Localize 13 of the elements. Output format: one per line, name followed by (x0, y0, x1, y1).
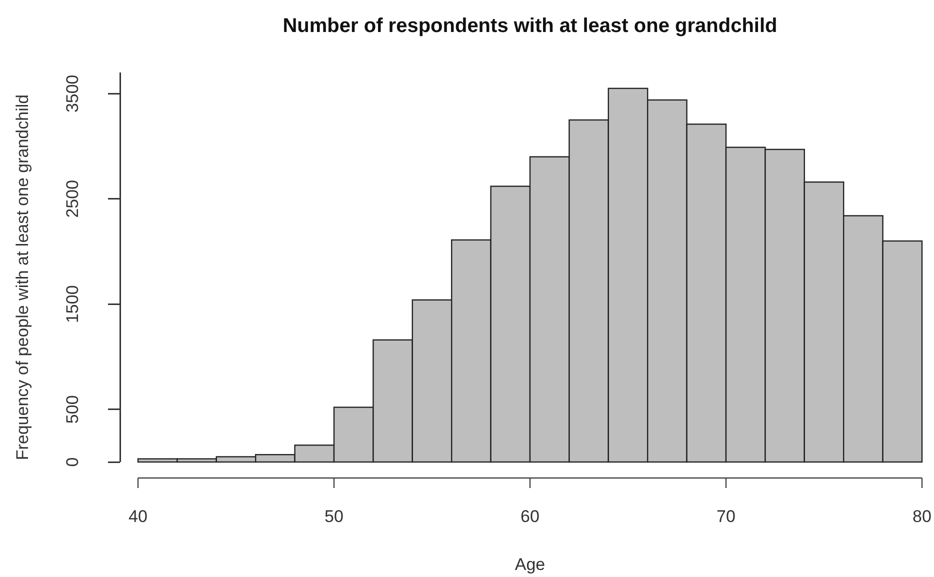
x-tick-label: 70 (716, 507, 736, 526)
chart-title: Number of respondents with at least one grandchild (282, 15, 778, 37)
y-tick-label: 1500 (63, 285, 82, 324)
y-axis-title: Frequency of people with at least one grandchild (13, 94, 32, 460)
x-axis-title: Age (514, 555, 546, 574)
y-tick-label: 500 (63, 395, 82, 424)
y-tick-label: 3500 (63, 74, 82, 113)
x-tick-label: 50 (324, 507, 344, 526)
x-tick-label: 40 (128, 507, 148, 526)
y-tick-label: 0 (63, 457, 82, 467)
x-tick-label: 60 (520, 507, 540, 526)
y-tick-label: 2500 (63, 180, 82, 218)
x-tick-label: 80 (912, 507, 932, 526)
